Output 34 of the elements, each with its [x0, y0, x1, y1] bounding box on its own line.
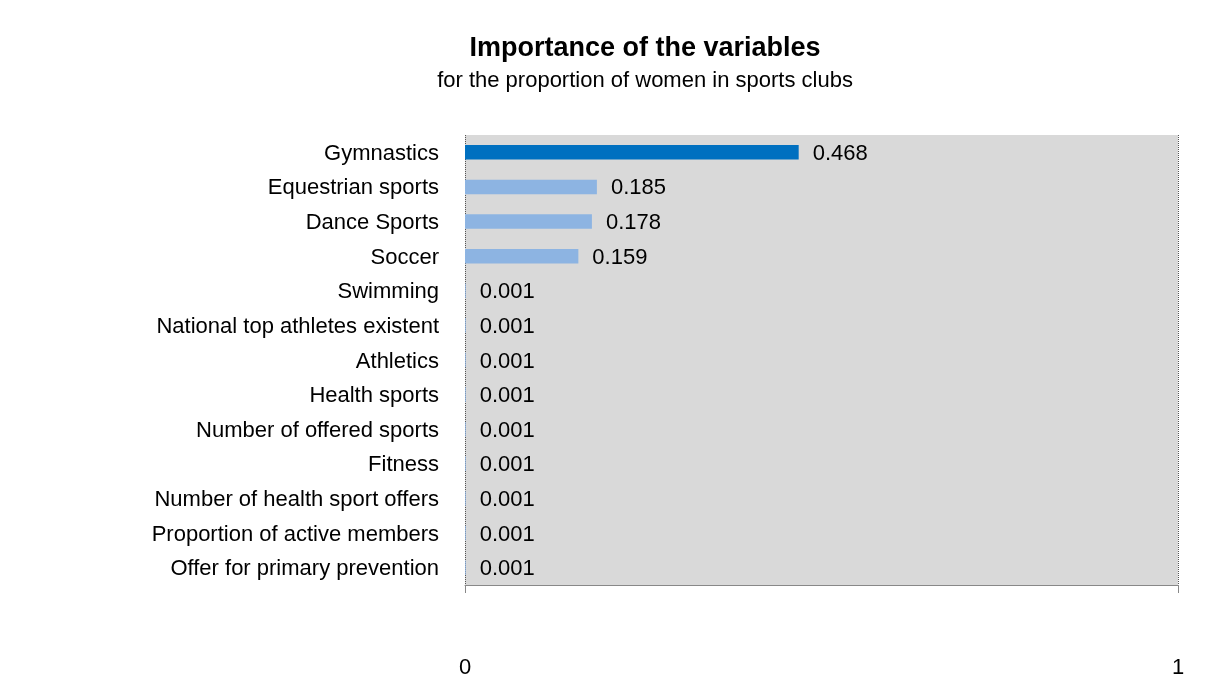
data-label: 0.001 [479, 312, 535, 338]
y-tick-label: Dance Sports [305, 209, 439, 235]
y-tick-label: Number of offered sports [196, 416, 439, 442]
data-label: 0.001 [479, 451, 535, 477]
data-label: 0.001 [479, 278, 535, 304]
y-tick-label: Gymnastics [324, 139, 439, 165]
data-label: 0.185 [610, 174, 666, 200]
data-label: 0.178 [605, 209, 661, 235]
x-tick-label: 1 [1171, 653, 1185, 677]
y-tick-label: Equestrian sports [267, 174, 439, 200]
data-label: 0.001 [479, 520, 535, 546]
y-tick-label: Number of health sport offers [154, 485, 439, 511]
data-label: 0.468 [812, 139, 868, 165]
data-label: 0.001 [479, 485, 535, 511]
y-tick-label: National top athletes existent [156, 312, 439, 338]
data-label: 0.001 [479, 555, 535, 581]
data-label: 0.001 [479, 347, 535, 373]
chart-title: Importance of the variables [469, 31, 821, 62]
bar [465, 248, 579, 264]
bar [465, 214, 592, 229]
y-tick-label: Proportion of active members [151, 520, 439, 546]
data-label: 0.001 [479, 416, 535, 442]
y-tick-label: Fitness [368, 451, 439, 477]
y-tick-label: Athletics [355, 347, 439, 373]
y-tick-label: Health sports [309, 382, 439, 408]
y-tick-label: Swimming [337, 278, 439, 304]
data-label: 0.159 [592, 243, 648, 269]
y-tick-label: Soccer [370, 243, 439, 269]
bar [465, 145, 799, 160]
bar [465, 179, 597, 195]
chart-subtitle: for the proportion of women in sports clubs [437, 66, 853, 92]
x-tick-label: 0 [458, 653, 472, 677]
data-label: 0.001 [479, 382, 535, 408]
y-tick-label: Offer for primary prevention [170, 555, 439, 581]
